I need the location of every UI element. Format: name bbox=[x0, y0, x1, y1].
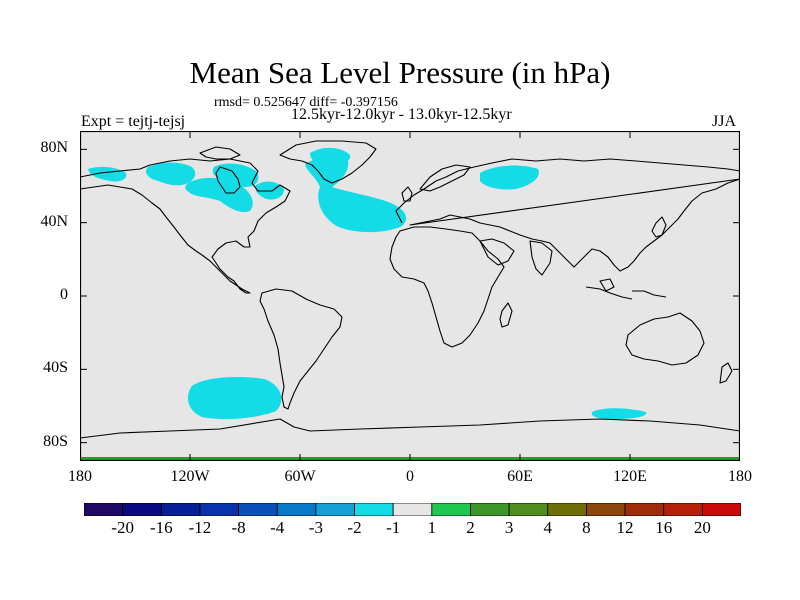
colorbar-swatch-4 bbox=[238, 503, 278, 516]
lon-label-2: 60W bbox=[284, 468, 316, 485]
anomaly-layer bbox=[88, 147, 647, 419]
coast-arabia bbox=[479, 238, 515, 266]
colorbar-label-9: 2 bbox=[466, 518, 475, 537]
lon-label-6: 180 bbox=[728, 468, 752, 485]
colorbar-label-5: -3 bbox=[308, 518, 323, 537]
lat-label-4: 80S bbox=[43, 432, 68, 450]
colorbar-label-10: 3 bbox=[504, 518, 514, 537]
chart-title: Mean Sea Level Pressure (in hPa) bbox=[189, 55, 611, 90]
colorbar-label-13: 12 bbox=[616, 518, 634, 537]
coast-south-america bbox=[259, 288, 343, 410]
season-label: JJA bbox=[712, 113, 737, 130]
lon-label-0: 180 bbox=[68, 468, 92, 485]
experiment-label: Expt = tejtj-tejsj bbox=[81, 113, 186, 130]
colorbar-label-4: -4 bbox=[270, 518, 285, 537]
period-subtitle: 12.5kyr-12.0kyr - 13.0kyr-12.5kyr bbox=[291, 106, 512, 123]
colorbar-swatch-12 bbox=[547, 503, 587, 516]
lat-label-3: 40S bbox=[43, 359, 68, 377]
coast-madagascar bbox=[499, 302, 513, 328]
coast-japan bbox=[651, 216, 667, 238]
anomaly-north-america-west bbox=[145, 162, 196, 186]
colorbar-label-8: 1 bbox=[427, 518, 437, 537]
coast-hudson-bay bbox=[215, 166, 241, 194]
coast-india bbox=[529, 240, 553, 276]
colorbar-label-3: -8 bbox=[231, 518, 246, 537]
lon-label-1: 120W bbox=[170, 468, 210, 485]
colorbar-swatch-16 bbox=[701, 503, 741, 516]
colorbar-label-12: 8 bbox=[582, 518, 591, 537]
lat-label-2: 0 bbox=[60, 286, 68, 303]
colorbar-swatch-8 bbox=[392, 503, 433, 516]
coast-europe-asia bbox=[395, 158, 740, 272]
colorbar-label-0: -20 bbox=[111, 518, 134, 537]
colorbar-swatch-0 bbox=[84, 503, 124, 516]
anomaly-antarctic-coast bbox=[591, 408, 647, 419]
colorbar bbox=[84, 503, 741, 516]
anomaly-north-atlantic bbox=[305, 155, 407, 233]
coast-uk bbox=[401, 186, 413, 202]
colorbar-swatch-2 bbox=[160, 503, 201, 516]
anomaly-alaska bbox=[88, 166, 127, 182]
lon-label-4: 60E bbox=[507, 468, 533, 485]
coast-antarctica bbox=[80, 418, 740, 439]
lon-label-3: 0 bbox=[406, 468, 414, 485]
coast-indonesia bbox=[585, 278, 667, 300]
colorbar-label-14: 16 bbox=[655, 518, 673, 537]
colorbar-swatch-3 bbox=[199, 503, 239, 516]
colorbar-label-15: 20 bbox=[693, 518, 711, 537]
coast-greenland bbox=[279, 140, 377, 184]
lat-label-1: 40N bbox=[40, 212, 68, 230]
colorbar-swatch-5 bbox=[276, 503, 317, 516]
coast-scandinavia bbox=[419, 164, 471, 192]
colorbar-swatch-10 bbox=[470, 503, 510, 516]
colorbar-swatch-6 bbox=[315, 503, 355, 516]
colorbar-swatch-13 bbox=[586, 503, 626, 516]
colorbar-swatch-11 bbox=[508, 503, 549, 516]
colorbar-swatch-14 bbox=[624, 503, 665, 516]
axis-ticks bbox=[80, 131, 740, 461]
colorbar-swatch-15 bbox=[663, 503, 703, 516]
coast-new-zealand bbox=[719, 362, 733, 384]
coast-australia bbox=[625, 312, 705, 366]
map-panel bbox=[80, 131, 740, 461]
anomaly-greenland-east bbox=[310, 147, 351, 165]
colorbar-label-6: -2 bbox=[347, 518, 362, 537]
lon-label-5: 120E bbox=[613, 468, 647, 485]
colorbar-swatch-1 bbox=[122, 503, 162, 516]
coastlines bbox=[80, 140, 740, 439]
colorbar-swatch-9 bbox=[431, 503, 471, 516]
coast-canadian-arctic bbox=[199, 146, 241, 160]
colorbar-swatch-7 bbox=[354, 503, 394, 516]
colorbar-label-1: -16 bbox=[149, 518, 173, 537]
anomaly-northern-siberia bbox=[480, 165, 539, 190]
coast-africa bbox=[389, 226, 505, 348]
anomaly-southern-pacific bbox=[187, 377, 282, 419]
colorbar-label-7: -1 bbox=[386, 518, 401, 537]
stats-text: rmsd= 0.525647 diff= -0.397156 bbox=[214, 95, 398, 110]
colorbar-label-11: 4 bbox=[543, 518, 553, 537]
coast-north-america bbox=[80, 158, 291, 294]
anomaly-north-america-central bbox=[185, 177, 253, 213]
lat-label-0: 80N bbox=[40, 139, 68, 157]
colorbar-label-2: -12 bbox=[188, 518, 212, 537]
